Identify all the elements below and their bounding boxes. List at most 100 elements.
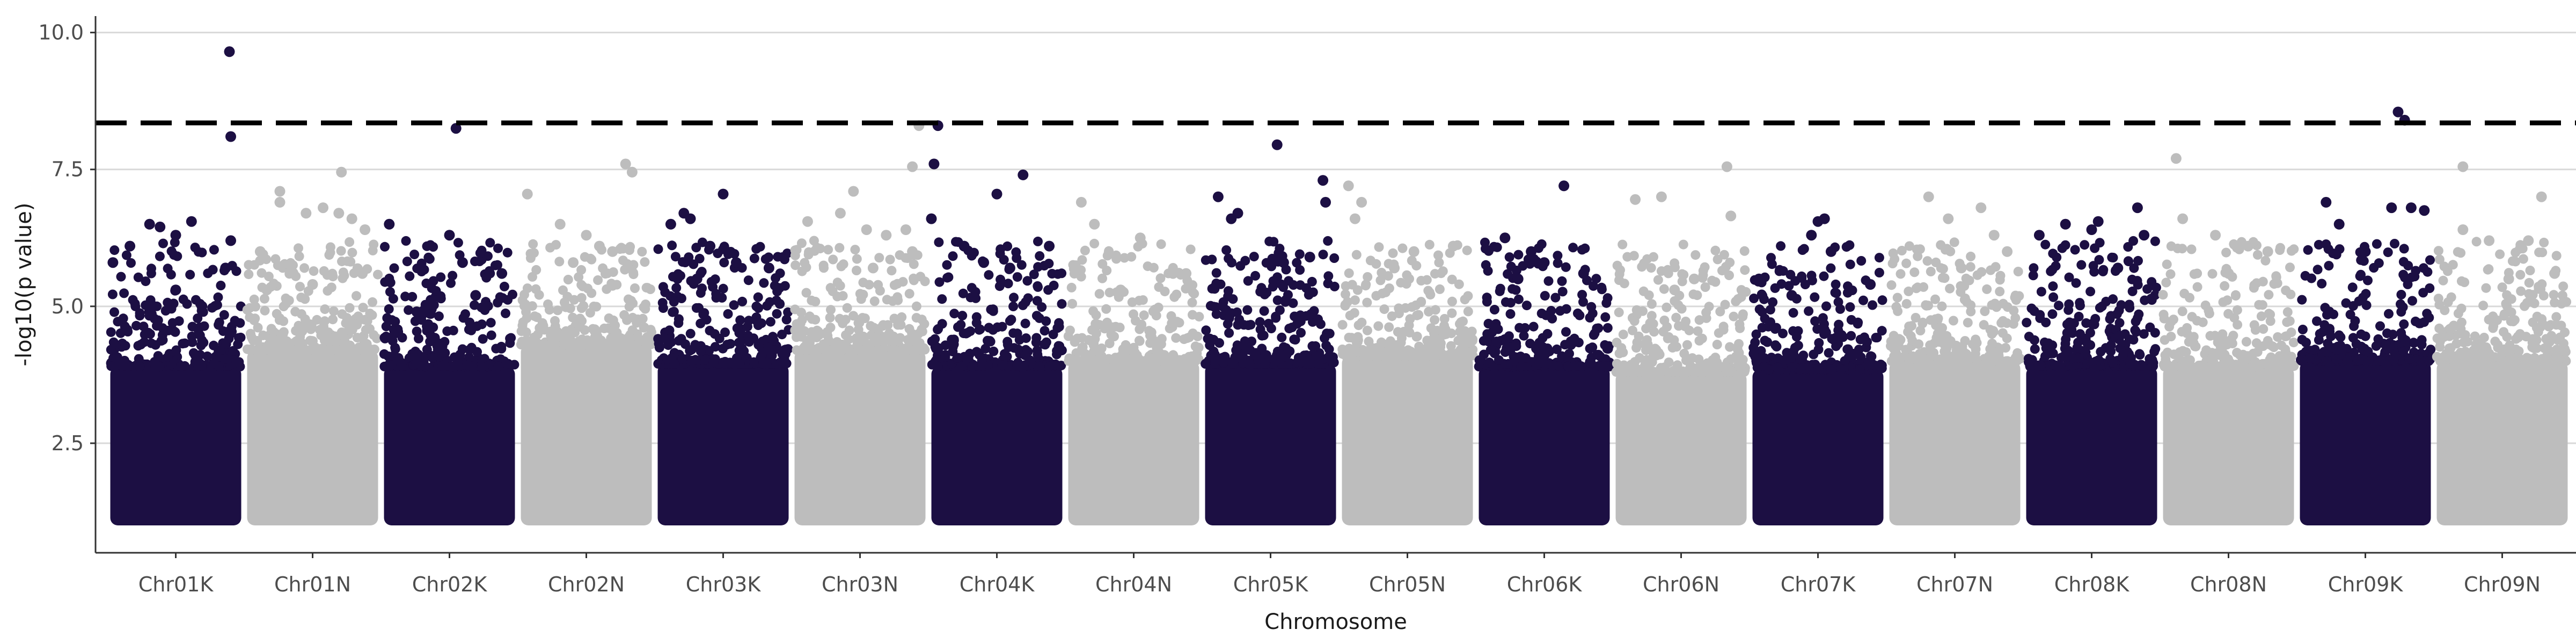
data-point xyxy=(874,253,884,263)
data-point xyxy=(1649,327,1659,337)
data-point xyxy=(325,242,335,252)
data-point xyxy=(1494,355,1504,365)
data-point xyxy=(1689,363,1700,374)
data-point xyxy=(892,292,903,302)
data-point xyxy=(1250,270,1261,281)
data-point xyxy=(400,291,411,302)
data-point xyxy=(2076,260,2087,270)
data-point xyxy=(2219,361,2229,371)
data-point xyxy=(792,332,801,342)
data-point xyxy=(1908,351,1918,361)
data-point xyxy=(2089,267,2099,277)
data-point xyxy=(2438,275,2448,286)
data-point xyxy=(1240,336,1250,346)
data-point xyxy=(2282,307,2293,317)
data-point xyxy=(2312,316,2322,326)
data-point xyxy=(581,230,592,241)
data-point xyxy=(1312,351,1322,361)
data-point xyxy=(1945,283,1955,294)
data-point xyxy=(1424,239,1435,250)
data-point xyxy=(1430,315,1440,325)
data-point xyxy=(1505,309,1516,319)
data-point xyxy=(474,257,485,266)
data-point xyxy=(140,330,150,340)
data-point xyxy=(1357,317,1367,327)
data-point xyxy=(1181,268,1192,279)
data-point xyxy=(106,345,116,355)
data-point xyxy=(1982,284,1992,294)
data-point xyxy=(1337,320,1348,330)
data-point xyxy=(199,338,209,348)
data-point xyxy=(1931,333,1942,343)
data-point xyxy=(346,213,357,224)
data-point xyxy=(1227,358,1237,369)
data-point xyxy=(792,345,802,355)
data-point xyxy=(2288,338,2299,348)
data-point xyxy=(1097,273,1107,283)
data-point xyxy=(749,357,759,367)
data-point xyxy=(1290,335,1300,345)
data-point xyxy=(1136,320,1146,331)
data-point xyxy=(2189,338,2199,348)
data-point xyxy=(325,336,335,347)
data-point xyxy=(1763,364,1774,375)
data-point xyxy=(1484,357,1495,368)
data-point xyxy=(2139,230,2150,241)
data-point xyxy=(1379,304,1389,314)
data-point xyxy=(1227,258,1236,268)
data-point xyxy=(1009,292,1019,303)
data-point xyxy=(360,224,371,235)
data-point xyxy=(1707,275,1717,286)
data-point xyxy=(1412,331,1422,341)
data-point xyxy=(193,313,203,324)
data-point xyxy=(2399,319,2409,330)
data-point xyxy=(1311,341,1321,351)
data-point xyxy=(2549,290,2559,300)
data-point xyxy=(2411,266,2421,276)
data-point xyxy=(800,258,810,268)
data-point xyxy=(2445,331,2455,341)
data-point xyxy=(2108,357,2118,368)
data-point xyxy=(1602,361,1612,371)
data-point xyxy=(881,230,892,241)
data-point xyxy=(1278,282,1289,292)
data-point xyxy=(694,253,705,264)
data-point xyxy=(1091,310,1101,320)
data-point xyxy=(1632,337,1642,347)
data-point xyxy=(1826,263,1836,273)
data-point xyxy=(627,340,638,350)
x-tick-label: Chr01N xyxy=(274,573,351,596)
data-point xyxy=(429,300,439,310)
data-point xyxy=(2286,327,2296,338)
data-point xyxy=(1255,317,1265,327)
data-point xyxy=(694,303,704,313)
data-point xyxy=(1798,350,1809,361)
data-point xyxy=(848,186,859,197)
data-point xyxy=(125,240,136,252)
data-point xyxy=(884,328,895,338)
data-point xyxy=(909,275,919,286)
data-point xyxy=(1813,363,1824,374)
data-point xyxy=(1135,336,1145,346)
data-point xyxy=(677,354,687,364)
data-point xyxy=(1886,280,1897,290)
data-point xyxy=(540,340,550,350)
data-point xyxy=(1221,245,1232,255)
data-point xyxy=(781,314,792,325)
data-point xyxy=(2551,320,2562,330)
data-point xyxy=(1701,308,1711,318)
data-point xyxy=(898,343,908,354)
data-point xyxy=(407,292,418,302)
data-point xyxy=(1532,257,1542,266)
data-point xyxy=(1483,319,1494,328)
data-point xyxy=(389,263,399,273)
data-point xyxy=(751,301,762,311)
data-point xyxy=(2495,249,2505,259)
data-point xyxy=(1831,288,1841,298)
x-tick-label: Chr04K xyxy=(960,573,1035,596)
data-point xyxy=(2399,244,2409,254)
data-point xyxy=(1642,254,1652,264)
x-tick-label: Chr02K xyxy=(412,573,488,596)
data-point xyxy=(1371,259,1381,269)
data-point xyxy=(1356,196,1367,208)
